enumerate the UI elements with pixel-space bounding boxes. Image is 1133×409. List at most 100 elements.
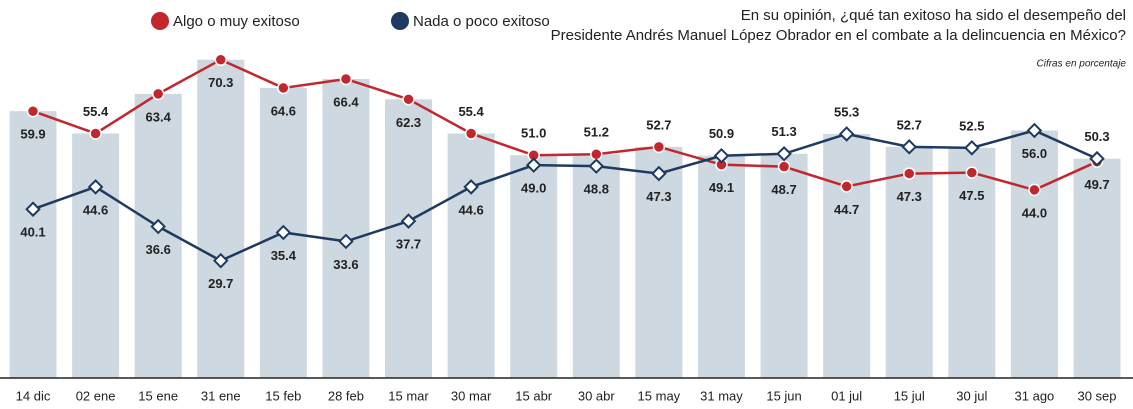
data-label: 63.4 <box>146 109 172 124</box>
bar <box>697 155 745 378</box>
point <box>1089 150 1105 167</box>
chart-subtitle: Cifras en porcentaje <box>1037 59 1127 70</box>
data-label: 55.4 <box>83 104 109 119</box>
point <box>89 127 102 140</box>
series-line <box>32 129 1098 263</box>
data-label: 44.0 <box>1022 205 1047 220</box>
point <box>651 165 667 182</box>
data-label: 51.2 <box>584 125 609 140</box>
data-label: 48.7 <box>771 182 796 197</box>
data-label: 51.3 <box>771 124 796 139</box>
point <box>713 147 730 164</box>
point <box>150 218 166 235</box>
legend-label: Nada o poco exitoso <box>413 13 550 30</box>
legend-label: Algo o muy exitoso <box>173 13 300 30</box>
chart-title: En su opinión, ¿qué tan exitoso ha sido … <box>546 7 1126 44</box>
data-label: 37.7 <box>396 237 421 252</box>
data-label: 48.8 <box>584 182 609 197</box>
point <box>1026 122 1043 139</box>
data-label: 44.7 <box>834 202 859 217</box>
data-label: 49.1 <box>709 180 734 195</box>
bar <box>9 111 57 378</box>
data-label: 64.6 <box>271 103 296 118</box>
data-label: 59.9 <box>20 127 45 142</box>
data-label: 47.3 <box>897 189 922 204</box>
data-label: 44.6 <box>458 202 483 217</box>
point <box>463 179 479 195</box>
bar <box>885 146 933 378</box>
bar <box>948 147 996 378</box>
data-label: 40.1 <box>20 225 45 240</box>
data-label: 36.6 <box>146 242 171 257</box>
x-tick-label: 30 sep <box>1077 388 1116 403</box>
data-label: 47.3 <box>646 189 671 204</box>
data-label: 56.0 <box>1022 146 1047 161</box>
point <box>26 104 40 118</box>
data-label: 33.6 <box>333 257 358 272</box>
data-label: 52.7 <box>897 117 922 132</box>
point <box>838 126 855 142</box>
point <box>901 139 918 155</box>
x-tick-label: 31 ene <box>201 388 241 403</box>
point <box>151 87 165 101</box>
point <box>1028 183 1041 197</box>
x-tick-label: 15 abr <box>515 388 553 403</box>
point <box>277 81 290 95</box>
point <box>525 157 542 173</box>
x-tick-label: 30 mar <box>451 388 492 403</box>
data-label: 44.6 <box>83 202 108 217</box>
point <box>339 72 353 86</box>
point <box>402 93 415 106</box>
x-tick-label: 28 feb <box>328 388 364 403</box>
bar <box>72 133 120 378</box>
x-tick-label: 15 ene <box>138 388 178 403</box>
bar <box>760 153 808 378</box>
data-label: 35.4 <box>271 248 297 263</box>
point <box>464 127 478 140</box>
title-line: Presidente Andrés Manuel López Obrador e… <box>546 27 1126 44</box>
bar <box>1073 158 1121 378</box>
point <box>902 167 916 180</box>
bar <box>572 154 620 378</box>
x-tick-label: 15 jul <box>894 388 925 403</box>
x-tick-label: 14 dic <box>16 388 51 403</box>
point <box>87 179 104 195</box>
data-label: 55.3 <box>834 104 859 119</box>
data-label: 66.4 <box>333 94 359 109</box>
data-label: 50.9 <box>709 126 734 141</box>
point <box>338 233 354 250</box>
data-label: 29.7 <box>208 276 233 291</box>
data-label: 62.3 <box>396 115 421 130</box>
x-tick-label: 15 mar <box>388 388 429 403</box>
point <box>964 140 980 156</box>
point <box>965 166 979 179</box>
point <box>25 201 41 217</box>
bar <box>635 146 683 378</box>
point <box>588 158 605 174</box>
bar <box>823 133 871 378</box>
x-tick-label: 31 ago <box>1015 388 1055 403</box>
data-label: 50.3 <box>1084 129 1109 144</box>
data-label: 51.0 <box>521 126 546 141</box>
data-label: 55.4 <box>458 104 484 119</box>
point <box>400 213 417 229</box>
point <box>214 53 228 66</box>
x-tick-label: 01 jul <box>831 388 862 403</box>
point <box>212 252 229 269</box>
data-label: 52.7 <box>646 117 671 132</box>
point <box>275 224 292 241</box>
data-label: 70.3 <box>208 75 233 90</box>
point <box>840 180 853 193</box>
bar <box>322 79 370 379</box>
x-tick-label: 15 may <box>638 388 681 403</box>
legend-marker <box>151 12 169 30</box>
bar <box>197 59 245 379</box>
bar <box>447 133 495 378</box>
point <box>590 148 603 161</box>
point <box>776 145 792 162</box>
data-label: 52.5 <box>959 118 984 133</box>
bar <box>1010 130 1058 378</box>
series-line <box>32 58 1098 192</box>
x-tick-label: 15 jun <box>766 388 801 403</box>
